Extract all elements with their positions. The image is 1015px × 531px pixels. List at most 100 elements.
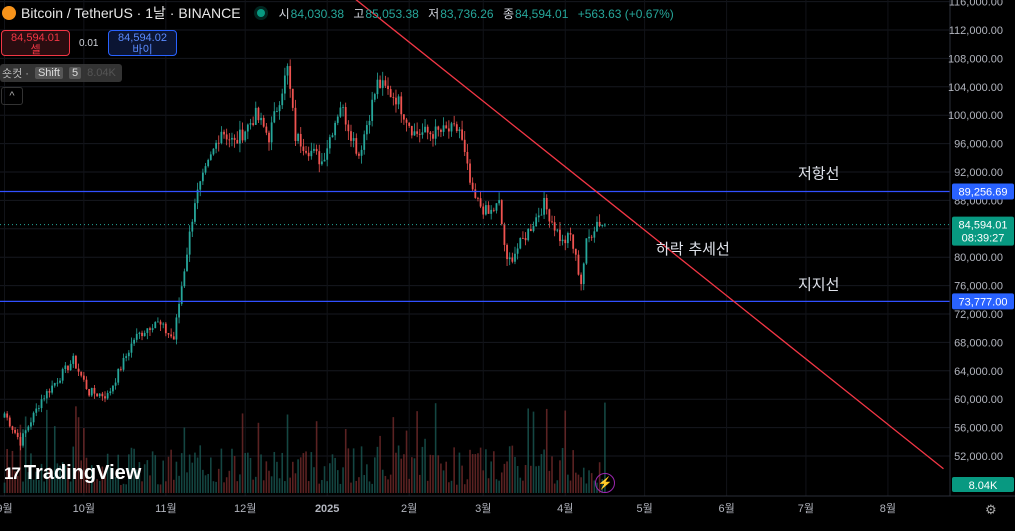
candle-body [191, 221, 194, 232]
volume-bar [286, 414, 289, 493]
candle-body [424, 126, 426, 133]
lightning-icon[interactable]: ⚡ [595, 473, 615, 493]
candle-body [450, 123, 453, 132]
symbol-title[interactable]: Bitcoin / TetherUS · 1날 · BINANCE [21, 5, 241, 21]
y-tick-label: 116,000.00 [949, 0, 1003, 9]
volume-bar [490, 461, 492, 493]
buy-button[interactable]: 84,594.02 바이 [108, 30, 177, 56]
candle-body [201, 172, 204, 182]
volume-bar [101, 466, 104, 493]
y-tick-label: 100,000.00 [948, 110, 1003, 122]
volume-bar [69, 481, 72, 493]
settings-gear-icon[interactable]: ⚙ [985, 502, 997, 517]
candle-body [572, 234, 575, 249]
candle-body [244, 131, 247, 141]
volume-bar [170, 449, 172, 493]
sell-label: 셀 [30, 44, 41, 56]
volume-bar [463, 484, 466, 493]
candle-body [236, 139, 239, 144]
volume-bar [289, 477, 291, 493]
candle-body [194, 203, 196, 222]
candle-body [98, 393, 101, 397]
volume-bar [405, 430, 408, 493]
sell-button[interactable]: 84,594.01 셀 [1, 30, 70, 56]
volume-bar [418, 474, 421, 493]
candle-body [212, 148, 215, 155]
volume-bar [424, 438, 426, 493]
candle-body [119, 368, 122, 370]
y-tick-label: 104,000.00 [948, 82, 1003, 94]
collapse-legend-button[interactable]: ^ [1, 87, 23, 105]
candle-body [564, 239, 567, 244]
candle-body [249, 123, 252, 125]
volume-bar [225, 477, 228, 493]
volume-bar [477, 453, 479, 493]
volume-bar [268, 470, 270, 493]
volume-bar [223, 482, 225, 493]
candle-body [40, 399, 43, 409]
candle-body [556, 229, 559, 231]
volume-bar [128, 454, 130, 493]
candle-body [305, 150, 307, 153]
candle-body [281, 93, 284, 106]
candle-body [484, 205, 487, 215]
volume-bar [344, 429, 347, 493]
volume-bar [194, 452, 196, 493]
volume-bar [67, 466, 69, 493]
bitcoin-icon [2, 6, 16, 20]
volume-bar [284, 481, 286, 493]
volume-bar [32, 479, 35, 493]
y-tick-label: 68,000.00 [954, 337, 1003, 349]
volume-bar [448, 482, 450, 493]
volume-bar [88, 480, 90, 493]
buy-label: 바이 [132, 44, 153, 56]
candle-body [551, 221, 553, 223]
candle-body [434, 126, 437, 139]
candle-body [146, 328, 149, 333]
candle-body [135, 333, 138, 340]
high-value: 85,053.38 [365, 6, 419, 21]
volume-bar [500, 472, 503, 493]
candle-body [82, 375, 85, 380]
candle-body [477, 197, 479, 199]
volume-bar [260, 454, 262, 493]
candle-body [149, 328, 151, 330]
volume-bar [270, 476, 273, 493]
candle-body [598, 221, 601, 226]
candle-body [204, 166, 207, 173]
volume-bar [366, 464, 368, 493]
volume-bar [220, 448, 223, 493]
candle-body [88, 389, 91, 396]
volume-bar [551, 456, 553, 493]
x-tick-label: 6월 [718, 502, 734, 515]
candle-body [117, 368, 120, 383]
candle-body [64, 365, 67, 370]
volume-bar [561, 447, 564, 493]
candle-body [170, 334, 173, 337]
volume-bar [416, 411, 418, 493]
candle-body [16, 432, 19, 438]
candle-body [199, 181, 202, 190]
volume-bar [524, 465, 527, 493]
candle-body [373, 94, 376, 100]
volume-bar [461, 465, 463, 493]
candle-body [159, 321, 162, 325]
volume-bar [540, 454, 543, 493]
volume-bar [43, 481, 45, 493]
candle-body [514, 253, 516, 262]
candle-body [508, 257, 511, 260]
candle-body [157, 321, 159, 323]
candle-body [96, 393, 98, 397]
candle-body [350, 131, 352, 141]
candle-body [45, 391, 48, 399]
volume-bar [212, 481, 215, 493]
volume-bar [146, 460, 149, 493]
candle-body [175, 317, 178, 340]
volume-bar [199, 445, 202, 493]
candle-body [577, 254, 580, 275]
volume-bar [120, 484, 122, 493]
volume-bar [215, 481, 217, 493]
candle-body [445, 125, 448, 129]
